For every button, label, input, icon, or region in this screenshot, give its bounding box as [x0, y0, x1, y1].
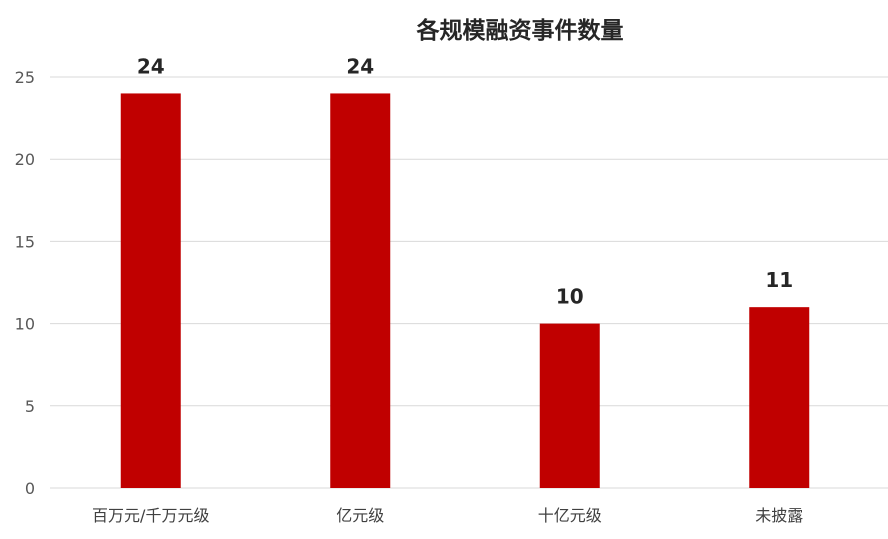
y-tick-label: 0 [25, 479, 35, 498]
data-label: 10 [556, 285, 584, 309]
y-axis-ticks: 0 5 10 15 20 25 [15, 68, 35, 498]
bar [120, 93, 181, 488]
y-tick-label: 5 [25, 397, 35, 416]
gridlines [50, 76, 888, 489]
bar [330, 93, 391, 488]
chart-title: 各规模融资事件数量 [416, 17, 624, 44]
y-tick-label: 10 [15, 315, 35, 334]
data-label: 11 [765, 268, 793, 292]
bar [749, 307, 810, 488]
x-category-label: 百万元/千万元级 [92, 506, 209, 525]
x-category-label: 十亿元级 [538, 506, 602, 525]
data-labels: 24 24 10 11 [137, 54, 793, 308]
y-tick-label: 25 [15, 68, 35, 87]
bar [539, 323, 600, 488]
data-label: 24 [346, 54, 374, 78]
x-category-label: 未披露 [755, 506, 803, 525]
y-tick-label: 15 [15, 232, 35, 251]
x-category-label: 亿元级 [336, 506, 384, 525]
x-axis-categories: 百万元/千万元级 亿元级 十亿元级 未披露 [92, 506, 803, 525]
bars [120, 93, 810, 488]
y-tick-label: 20 [15, 150, 35, 169]
data-label: 24 [137, 54, 165, 78]
